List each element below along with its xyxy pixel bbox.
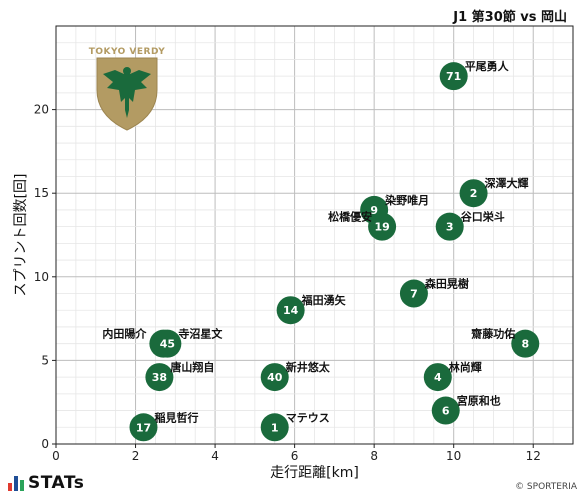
player-point: 3 谷口栄斗 xyxy=(435,210,505,241)
player-name-label: 齋藤功佑 xyxy=(470,327,515,341)
player-marker xyxy=(399,279,428,308)
player-marker xyxy=(145,363,174,392)
plot-frame xyxy=(55,25,574,445)
player-number: 9 xyxy=(370,204,378,217)
copyright: © SPORTERIA xyxy=(515,482,577,492)
team-logo-eagle-icon xyxy=(103,68,151,118)
y-tick-label: 5 xyxy=(41,353,49,367)
player-marker xyxy=(260,413,289,442)
player-number: 45 xyxy=(160,338,175,351)
player-number: 17 xyxy=(136,421,151,434)
player-number: 6 xyxy=(442,405,450,418)
x-tick-label: 2 xyxy=(132,449,140,463)
player-name-label: 新井悠太 xyxy=(286,360,331,374)
stats-bar-red xyxy=(8,482,12,491)
stats-logo: STATs xyxy=(8,473,85,493)
player-name-label: 深澤大輝 xyxy=(485,176,529,190)
player-marker xyxy=(459,179,488,208)
player-name-label: 内田陽介 xyxy=(102,327,147,341)
team-logo-text: TOKYO VERDY xyxy=(89,47,166,57)
player-marker xyxy=(260,363,289,392)
y-tick-label: 0 xyxy=(41,437,49,451)
player-number: 40 xyxy=(267,371,283,384)
x-tick-label: 10 xyxy=(446,449,461,463)
data-points: 71平尾勇人2深澤大輝9染野唯月19松橋優安3谷口栄斗7森田晃樹14福田湧矢24… xyxy=(102,59,540,442)
player-name-label: 福田湧矢 xyxy=(301,293,347,307)
player-marker xyxy=(153,329,182,358)
player-name-label: 唐山翔自 xyxy=(170,360,214,374)
team-logo: TOKYO VERDY xyxy=(89,47,166,131)
player-name-label: 寺沼星文 xyxy=(178,327,223,341)
player-name-label: 森田晃樹 xyxy=(425,277,469,291)
player-marker xyxy=(511,329,540,358)
player-marker xyxy=(439,62,468,91)
player-number: 14 xyxy=(283,304,299,317)
y-axis-label: スプリント回数[回] xyxy=(13,174,29,297)
match-title: J1 第30節 vs 岡山 xyxy=(453,10,567,25)
player-name-label: 平尾勇人 xyxy=(465,59,510,73)
player-point: 8 齋藤功佑 xyxy=(470,327,540,358)
team-logo-eagle-head xyxy=(123,67,131,75)
player-name-label: マテウス xyxy=(286,411,330,424)
y-tick-label: 20 xyxy=(34,103,49,117)
player-point: 71 平尾勇人 xyxy=(439,59,510,91)
stats-logo-text: STATs xyxy=(28,473,85,493)
y-tick-label: 10 xyxy=(34,270,49,284)
player-name-label: 谷口栄斗 xyxy=(461,210,505,224)
player-name-label: 稲見哲行 xyxy=(154,410,198,424)
x-tick-label: 6 xyxy=(291,449,299,463)
player-number: 1 xyxy=(271,421,279,434)
player-number: 38 xyxy=(152,371,167,384)
player-point: 7 森田晃樹 xyxy=(399,277,469,308)
x-axis-label: 走行距離[km] xyxy=(270,464,359,481)
player-name-label: 松橋優安 xyxy=(328,210,372,224)
player-number: 8 xyxy=(521,338,529,351)
player-name-label: 宮原和也 xyxy=(457,394,501,408)
stats-logo-bars-icon xyxy=(8,475,24,491)
player-point: 6 宮原和也 xyxy=(431,394,501,425)
player-marker xyxy=(435,212,464,241)
stats-bar-green xyxy=(20,479,24,491)
x-tick-label: 12 xyxy=(526,449,541,463)
x-tick-label: 8 xyxy=(370,449,378,463)
player-marker xyxy=(276,296,305,325)
player-name-label: 染野唯月 xyxy=(385,193,429,207)
y-tick-label: 15 xyxy=(34,186,49,200)
player-point: 2 深澤大輝 xyxy=(459,176,529,208)
player-point: 4 林尚輝 xyxy=(423,360,482,392)
player-marker xyxy=(129,413,158,442)
player-number: 71 xyxy=(446,70,461,83)
player-number: 19 xyxy=(374,221,389,234)
player-number: 4 xyxy=(434,371,442,384)
x-tick-label: 0 xyxy=(52,449,60,463)
player-number: 3 xyxy=(446,221,454,234)
player-marker xyxy=(431,396,460,425)
player-name-label: 林尚輝 xyxy=(449,360,482,374)
player-number: 2 xyxy=(470,187,478,200)
stats-bar-blue xyxy=(14,475,18,491)
x-tick-label: 4 xyxy=(211,449,219,463)
player-marker xyxy=(423,363,452,392)
player-point: 1 マテウス xyxy=(260,411,330,442)
player-number: 7 xyxy=(410,288,418,301)
player-marker xyxy=(368,212,397,241)
